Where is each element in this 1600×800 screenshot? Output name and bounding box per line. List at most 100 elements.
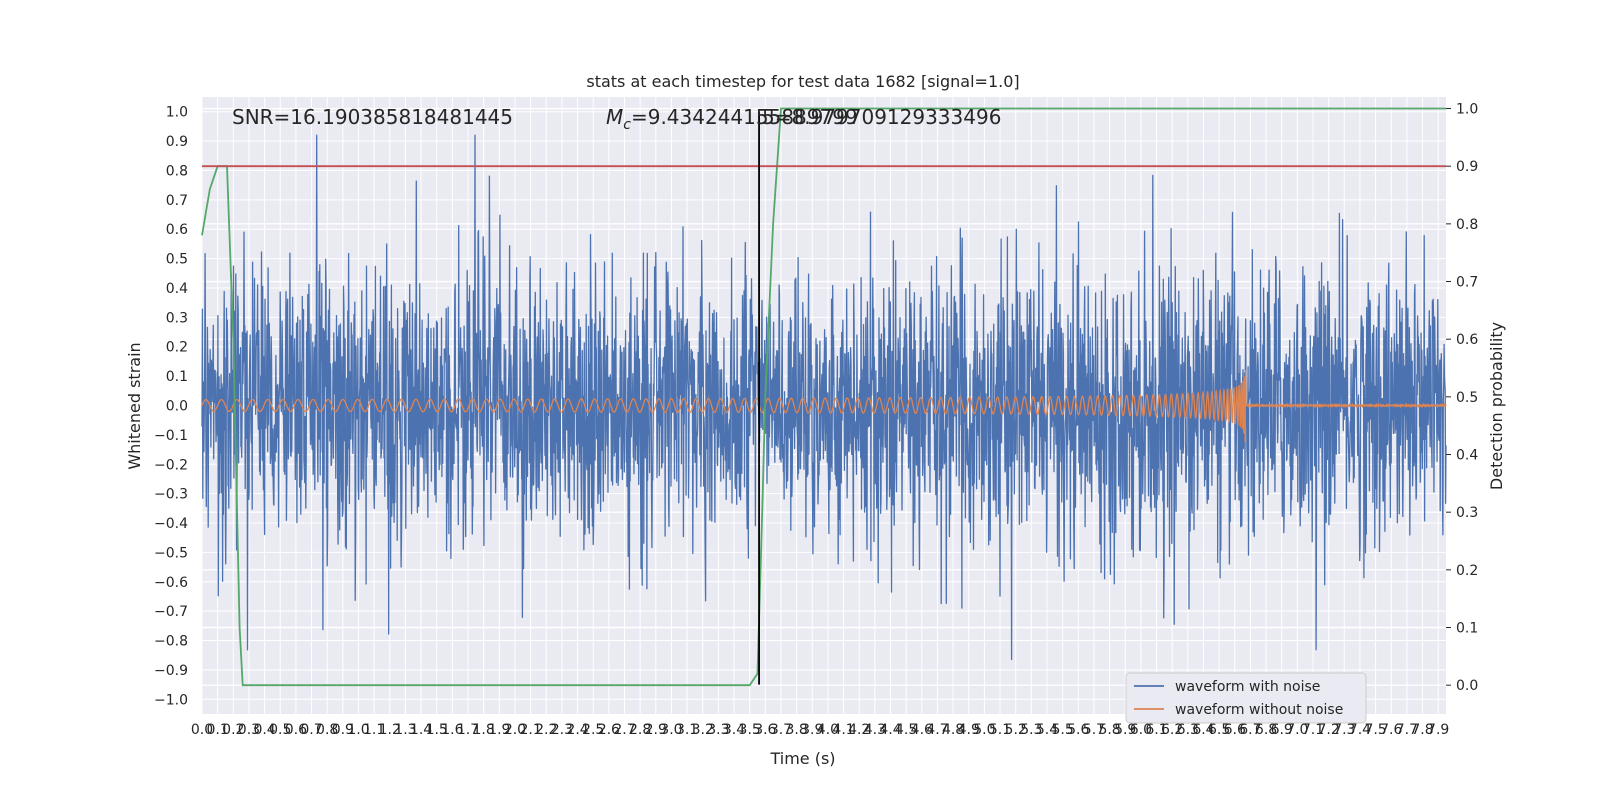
x-tick-label: 3.0 <box>660 722 682 738</box>
y-tick-label: −0.7 <box>154 604 188 620</box>
x-tick-label: 3.6 <box>754 722 776 738</box>
y-tick-label: −1.0 <box>154 692 188 708</box>
x-tick-label: 2.8 <box>629 722 651 738</box>
x-tick-label: 5.3 <box>1020 722 1042 738</box>
x-tick-label: 7.9 <box>1427 722 1449 738</box>
legend-label-clean: waveform without noise <box>1175 702 1343 718</box>
y-right-tick-label: 0.1 <box>1456 621 1478 637</box>
x-tick-label: 0.2 <box>222 722 244 738</box>
y-right-tick-label: 0.3 <box>1456 505 1478 521</box>
chart-title: stats at each timestep for test data 168… <box>586 72 1019 91</box>
x-tick-label: 6.8 <box>1255 722 1277 738</box>
x-tick-label: 6.6 <box>1224 722 1246 738</box>
y-tick-label: 0.4 <box>166 281 188 297</box>
x-tick-label: 0.6 <box>285 722 307 738</box>
x-tick-label: 5.9 <box>1114 722 1136 738</box>
y-right-tick-label: 0.6 <box>1456 332 1478 348</box>
x-tick-label: 7.8 <box>1411 722 1433 738</box>
y-tick-label: −0.3 <box>154 487 188 503</box>
x-tick-label: 4.5 <box>895 722 917 738</box>
x-tick-label: 6.3 <box>1177 722 1199 738</box>
x-tick-label: 7.4 <box>1349 722 1371 738</box>
x-tick-label: 3.4 <box>723 722 745 738</box>
x-tick-label: 2.9 <box>645 722 667 738</box>
x-tick-label: 6.1 <box>1145 722 1167 738</box>
x-tick-label: 1.6 <box>441 722 463 738</box>
y-right-tick-label: 0.0 <box>1456 678 1478 694</box>
x-tick-label: 7.3 <box>1333 722 1355 738</box>
x-tick-label: 2.5 <box>582 722 604 738</box>
x-tick-label: 4.8 <box>942 722 964 738</box>
x-tick-label: 1.8 <box>473 722 495 738</box>
x-axis-label: Time (s) <box>769 749 835 768</box>
y-tick-label: 0.5 <box>166 252 188 268</box>
x-tick-label: 3.7 <box>770 722 792 738</box>
x-tick-label: 5.7 <box>1083 722 1105 738</box>
x-tick-label: 3.9 <box>801 722 823 738</box>
x-tick-label: 7.7 <box>1396 722 1418 738</box>
x-tick-label: 4.4 <box>879 722 901 738</box>
x-tick-label: 5.4 <box>1036 722 1058 738</box>
x-tick-label: 1.1 <box>363 722 385 738</box>
x-tick-label: 2.4 <box>566 722 588 738</box>
x-tick-label: 4.7 <box>926 722 948 738</box>
x-tick-label: 5.8 <box>1098 722 1120 738</box>
x-tick-label: 3.5 <box>739 722 761 738</box>
x-tick-label: 6.0 <box>1130 722 1152 738</box>
x-tick-label: 5.1 <box>989 722 1011 738</box>
x-tick-label: 7.5 <box>1364 722 1386 738</box>
x-tick-label: 7.2 <box>1318 722 1340 738</box>
mc-subscript: c <box>623 117 631 133</box>
plot-area <box>201 107 1447 687</box>
x-tick-label: 6.9 <box>1271 722 1293 738</box>
x-tick-label: 1.4 <box>410 722 432 738</box>
x-tick-label: 2.2 <box>535 722 557 738</box>
x-tick-label: 4.1 <box>832 722 854 738</box>
x-tick-label: 4.3 <box>864 722 886 738</box>
x-tick-label: 0.4 <box>253 722 275 738</box>
y-right-tick-label: 0.5 <box>1456 390 1478 406</box>
x-tick-label: 3.1 <box>676 722 698 738</box>
y-axis-right-label: Detection probability <box>1487 322 1506 490</box>
mc-value: =9.434244155889799 <box>631 105 858 129</box>
x-tick-label: 1.0 <box>347 722 369 738</box>
y-tick-label: −0.8 <box>154 634 188 650</box>
y-tick-label: −0.4 <box>154 516 188 532</box>
ticks: 0.00.10.20.30.40.50.60.70.80.91.01.11.21… <box>154 102 1478 738</box>
x-tick-label: 1.7 <box>457 722 479 738</box>
x-tick-label: 0.5 <box>269 722 291 738</box>
y-tick-label: 0.7 <box>166 193 188 209</box>
y-tick-label: −0.1 <box>154 428 188 444</box>
legend-label-noise: waveform with noise <box>1175 679 1320 695</box>
y-tick-label: 0.1 <box>166 369 188 385</box>
x-tick-label: 0.0 <box>191 722 213 738</box>
x-tick-label: 7.0 <box>1286 722 1308 738</box>
y-right-tick-label: 0.9 <box>1456 159 1478 175</box>
y-tick-label: 0.3 <box>166 310 188 326</box>
y-right-tick-label: 1.0 <box>1456 102 1478 118</box>
x-tick-label: 4.2 <box>848 722 870 738</box>
x-tick-label: 0.8 <box>316 722 338 738</box>
x-tick-label: 2.7 <box>613 722 635 738</box>
y-tick-label: 0.9 <box>166 134 188 150</box>
y-right-tick-label: 0.4 <box>1456 448 1478 464</box>
y-right-tick-label: 0.2 <box>1456 563 1478 579</box>
y-right-tick-label: 0.7 <box>1456 275 1478 291</box>
y-axis-label: Whitened strain <box>125 342 144 469</box>
x-tick-label: 0.7 <box>300 722 322 738</box>
series-clean-line <box>201 370 1447 443</box>
y-tick-label: −0.6 <box>154 575 188 591</box>
overlap-annotation: 5=8.979709129333496 <box>762 105 1001 129</box>
x-tick-label: 3.2 <box>692 722 714 738</box>
x-tick-label: 5.6 <box>1067 722 1089 738</box>
mc-annotation: Mc=9.434244155889799 <box>606 105 858 133</box>
x-tick-label: 5.2 <box>1005 722 1027 738</box>
legend: waveform with noise waveform without noi… <box>1125 672 1367 724</box>
x-tick-label: 0.3 <box>238 722 260 738</box>
y-tick-label: 0.8 <box>166 163 188 179</box>
y-tick-label: 0.0 <box>166 399 188 415</box>
mc-symbol: M <box>606 105 623 129</box>
snr-annotation: SNR=16.190385818481445 <box>232 105 513 129</box>
x-tick-label: 2.0 <box>504 722 526 738</box>
